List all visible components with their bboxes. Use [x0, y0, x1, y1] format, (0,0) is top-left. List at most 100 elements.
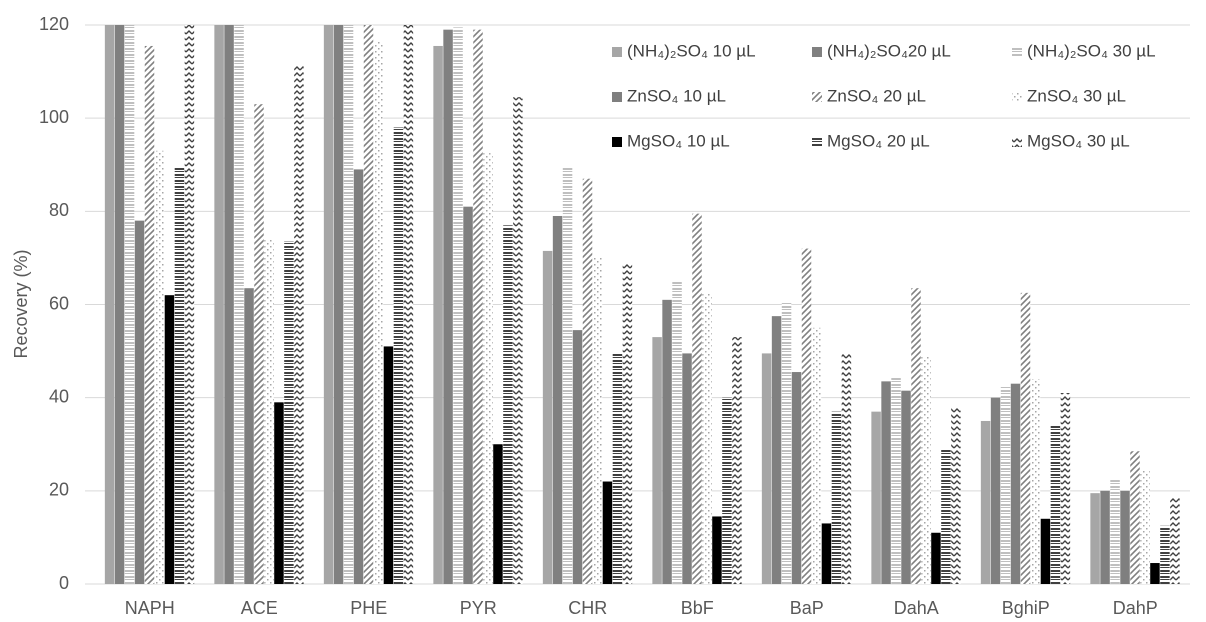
bar	[224, 25, 234, 584]
legend-label: (NH₄)₂SO₄20 µL	[827, 41, 951, 60]
y-tick-label: 40	[49, 386, 69, 406]
bar	[781, 302, 792, 584]
bar	[831, 411, 842, 584]
bar	[811, 327, 822, 584]
bar	[1170, 497, 1180, 584]
bar	[493, 444, 503, 584]
bar	[433, 45, 443, 584]
bar	[294, 64, 304, 585]
bar	[652, 337, 662, 584]
bar	[483, 153, 493, 584]
legend-label: (NH₄)₂SO₄ 30 µL	[1027, 41, 1156, 60]
bar	[1160, 525, 1170, 584]
legend-swatch	[612, 47, 622, 57]
bar	[333, 25, 344, 584]
bar	[154, 150, 165, 584]
bar	[572, 330, 583, 584]
bar	[234, 25, 244, 584]
y-tick-label: 20	[49, 480, 69, 500]
legend-label: ZnSO₄ 10 µL	[627, 86, 726, 105]
bar	[712, 516, 722, 584]
x-tick-label: CHR	[568, 598, 607, 618]
bar	[144, 45, 155, 584]
legend-swatch	[812, 137, 822, 147]
bar	[1090, 493, 1100, 584]
bar	[682, 353, 692, 584]
bar	[1130, 451, 1140, 584]
bar	[353, 169, 364, 585]
bar	[552, 215, 563, 584]
y-tick-label: 100	[39, 107, 69, 127]
bar	[403, 25, 414, 584]
bar	[602, 481, 613, 584]
bar	[841, 353, 852, 584]
y-tick-label: 120	[39, 14, 69, 34]
bar	[592, 257, 603, 584]
x-tick-label: BaP	[790, 598, 824, 618]
bar	[453, 27, 463, 585]
bar	[931, 532, 941, 584]
legend-label: MgSO₄ 30 µL	[1027, 131, 1130, 150]
bar	[1000, 386, 1011, 584]
y-tick-label: 60	[49, 293, 69, 313]
bar	[463, 206, 473, 585]
bar	[901, 390, 911, 584]
bar	[921, 355, 931, 584]
bar	[1050, 425, 1061, 584]
bar	[1040, 518, 1051, 584]
bar	[562, 167, 573, 584]
bar	[911, 288, 921, 584]
legend-swatch	[612, 137, 622, 147]
bar	[323, 25, 334, 584]
bar	[771, 316, 782, 584]
y-axis-label: Recovery (%)	[11, 249, 31, 358]
bar	[114, 25, 125, 584]
bar	[692, 213, 702, 584]
bar	[1100, 490, 1110, 584]
legend-label: MgSO₄ 10 µL	[627, 131, 730, 150]
bar	[513, 97, 523, 585]
legend-label: (NH₄)₂SO₄ 10 µL	[627, 41, 756, 60]
x-tick-label: PHE	[350, 598, 387, 618]
bar	[881, 381, 891, 584]
x-tick-label: ACE	[241, 598, 278, 618]
bar	[702, 292, 712, 584]
bar	[761, 353, 772, 584]
bar	[990, 397, 1001, 584]
bar	[722, 397, 732, 584]
bar	[732, 337, 742, 584]
bar	[393, 127, 404, 584]
bar	[383, 346, 394, 584]
bar	[791, 372, 802, 584]
legend-swatch	[1012, 137, 1022, 147]
y-tick-label: 80	[49, 200, 69, 220]
x-tick-label: DahP	[1113, 598, 1158, 618]
bar	[124, 25, 135, 584]
bar	[1030, 379, 1041, 584]
bar	[871, 411, 881, 584]
bar	[363, 25, 374, 584]
bar	[503, 225, 513, 584]
legend-label: ZnSO₄ 20 µL	[827, 86, 926, 105]
bar	[891, 376, 901, 584]
bar	[542, 250, 553, 584]
bar	[164, 295, 175, 584]
bar	[582, 178, 593, 584]
bar	[473, 29, 483, 585]
bar	[284, 241, 294, 585]
bar	[672, 281, 682, 584]
bar	[104, 25, 115, 584]
bar	[443, 29, 453, 585]
legend-label: ZnSO₄ 30 µL	[1027, 86, 1126, 105]
bar	[274, 402, 284, 584]
bar	[343, 25, 354, 584]
bar	[622, 262, 633, 584]
bar	[1150, 563, 1160, 584]
bar	[662, 299, 672, 584]
legend-swatch	[1012, 92, 1022, 102]
legend-swatch	[1012, 47, 1022, 57]
bar	[373, 41, 384, 585]
bar	[244, 288, 254, 584]
bar	[1060, 393, 1071, 584]
